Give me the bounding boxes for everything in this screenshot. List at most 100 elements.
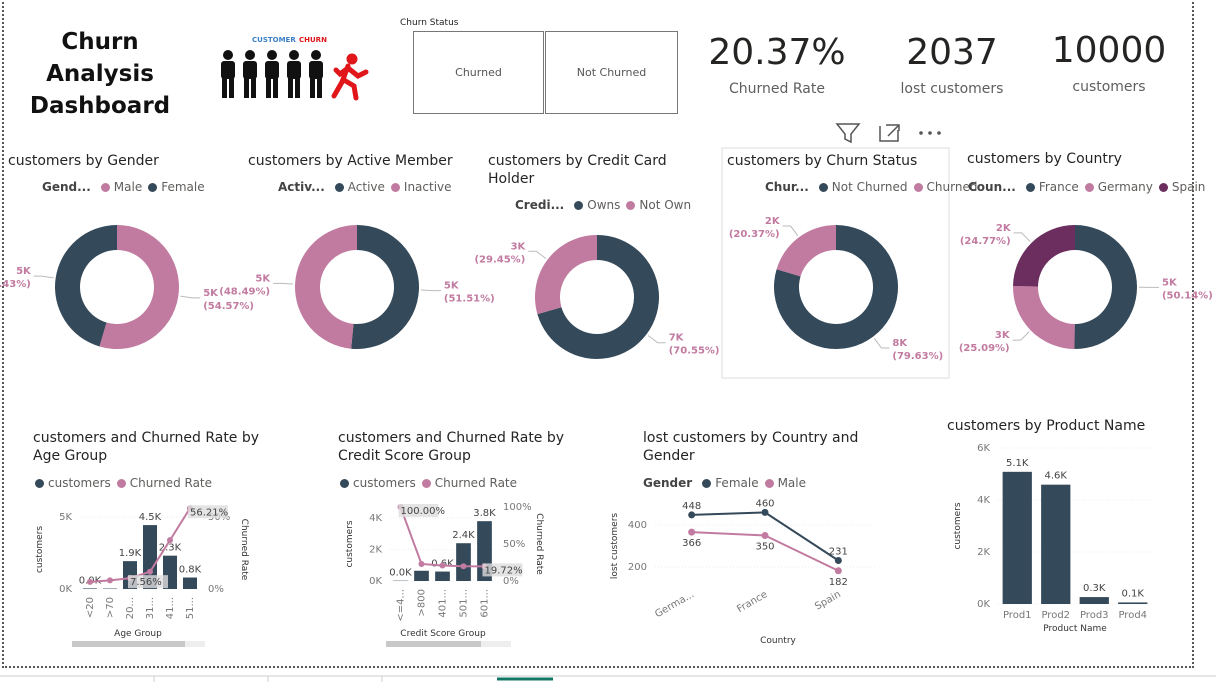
line-marker bbox=[167, 537, 173, 544]
line bbox=[89, 507, 191, 583]
legend: Gender Female Male bbox=[643, 476, 806, 490]
scrollbar-track bbox=[185, 641, 205, 647]
data-label: 2K bbox=[765, 216, 781, 227]
legend-marker bbox=[148, 182, 158, 192]
donut-slice bbox=[1074, 225, 1138, 350]
leader-line bbox=[782, 225, 799, 236]
chart-title: customers by Gender bbox=[8, 153, 159, 169]
data-label: 5K bbox=[203, 288, 219, 299]
y-axis-title: lost customers bbox=[610, 513, 620, 579]
page-tabs bbox=[0, 675, 1216, 682]
legend-label: customers bbox=[48, 476, 111, 490]
bar bbox=[1118, 602, 1148, 604]
data-label: 100.00% bbox=[401, 506, 446, 517]
data-label: 350 bbox=[755, 542, 774, 553]
legend: Gend... Male Female bbox=[42, 180, 205, 194]
legend-marker bbox=[116, 478, 126, 488]
donut-slice bbox=[295, 225, 357, 349]
x-tick-label: 601... bbox=[480, 589, 491, 618]
bar bbox=[414, 570, 429, 581]
legend-marker bbox=[1084, 182, 1094, 192]
x-tick-label: Spain bbox=[813, 589, 843, 613]
data-label: 460 bbox=[755, 498, 774, 509]
kpi-value: 2037 bbox=[906, 32, 998, 73]
legend: Chur... Not Churned Churned bbox=[765, 180, 977, 194]
y-tick-label: 2K bbox=[977, 547, 990, 558]
chart-title: customers and Churned Rate by Credit Sco… bbox=[338, 430, 565, 464]
filter-icon[interactable] bbox=[835, 123, 861, 144]
legend-label: Male bbox=[113, 180, 143, 194]
data-label: 5K bbox=[16, 266, 32, 277]
x-tick-label: 41... bbox=[165, 597, 176, 619]
logo-people bbox=[221, 50, 323, 98]
data-label-percent: (50.14%) bbox=[1162, 290, 1213, 301]
y-axis-title: customers bbox=[345, 520, 355, 567]
line-marker bbox=[688, 528, 696, 536]
x-tick-label: Germa... bbox=[653, 589, 696, 620]
legend-label: Female bbox=[161, 180, 205, 194]
legend-marker bbox=[574, 200, 584, 210]
chart-title: customers and Churned Rate by Age Group bbox=[33, 430, 260, 464]
x-tick-label: >70 bbox=[105, 597, 116, 618]
label-bg bbox=[128, 575, 168, 589]
kpi-value: 20.37% bbox=[708, 32, 846, 73]
donut-slice bbox=[774, 225, 898, 349]
y2-tick-label: 100% bbox=[503, 502, 532, 513]
y-axis-title: customers bbox=[35, 526, 45, 573]
legend-marker bbox=[421, 478, 431, 488]
slicer-item[interactable]: Not Churned bbox=[545, 31, 678, 114]
x-tick-label: 501... bbox=[459, 589, 470, 618]
legend-label: Churned bbox=[926, 180, 978, 194]
line-marker bbox=[761, 532, 769, 539]
x-tick-label: <20 bbox=[85, 597, 96, 618]
slicer-title: Churn Status bbox=[400, 18, 459, 28]
bar bbox=[1041, 484, 1071, 604]
x-tick-label: Prod2 bbox=[1041, 610, 1070, 621]
legend-label: Not Churned bbox=[831, 180, 908, 194]
x-tick-label: 20... bbox=[125, 597, 136, 619]
legend-label: Germany bbox=[1097, 180, 1153, 194]
data-label: 5K bbox=[444, 281, 460, 292]
legend-marker bbox=[1158, 182, 1168, 192]
label-bg bbox=[482, 563, 523, 577]
kpi-label: Churned Rate bbox=[729, 81, 825, 97]
x-tick-label: Prod4 bbox=[1118, 610, 1147, 621]
x-tick-label: <=4... bbox=[396, 589, 407, 622]
data-label: 448 bbox=[682, 501, 701, 512]
chart-title: customers by Country bbox=[967, 151, 1122, 167]
more-icon[interactable] bbox=[919, 131, 941, 135]
line-marker bbox=[834, 567, 842, 575]
legend-label: France bbox=[1038, 180, 1079, 194]
y-tick-label: 2K bbox=[369, 545, 382, 556]
legend-label: Spain bbox=[1171, 180, 1206, 194]
data-label: 5K bbox=[1162, 277, 1178, 288]
logo-runner bbox=[331, 53, 369, 101]
kpi-value: 10000 bbox=[1051, 30, 1167, 71]
x-axis-title: Product Name bbox=[1043, 624, 1107, 634]
y-tick-label: 0K bbox=[59, 584, 72, 595]
donut-slice bbox=[55, 225, 117, 347]
line-marker bbox=[834, 556, 842, 564]
data-label-percent: (45.43%) bbox=[0, 279, 31, 290]
legend-marker bbox=[100, 182, 110, 192]
focus-icon[interactable] bbox=[879, 124, 900, 142]
donut-slice bbox=[1013, 286, 1075, 349]
slicer-item[interactable]: Churned bbox=[413, 31, 544, 114]
data-label-percent: (79.63%) bbox=[892, 351, 943, 362]
legend-marker bbox=[818, 182, 828, 192]
data-label: 2.4K bbox=[452, 530, 475, 541]
data-label: 3.8K bbox=[473, 508, 496, 519]
y-tick-label: 4K bbox=[369, 513, 382, 524]
x-tick-label: 51... bbox=[185, 597, 196, 619]
data-label: 1.9K bbox=[119, 548, 142, 559]
x-tick-label: Prod3 bbox=[1080, 610, 1109, 621]
chart-title: customers by Product Name bbox=[947, 418, 1146, 434]
y-tick-label: 200 bbox=[628, 562, 647, 573]
legend-label: Not Own bbox=[639, 198, 692, 212]
scrollbar[interactable] bbox=[72, 641, 185, 647]
legend-marker bbox=[702, 478, 712, 488]
legend-title: Gender bbox=[643, 476, 693, 490]
visual-toolbar[interactable] bbox=[835, 123, 941, 144]
scrollbar[interactable] bbox=[386, 641, 481, 647]
